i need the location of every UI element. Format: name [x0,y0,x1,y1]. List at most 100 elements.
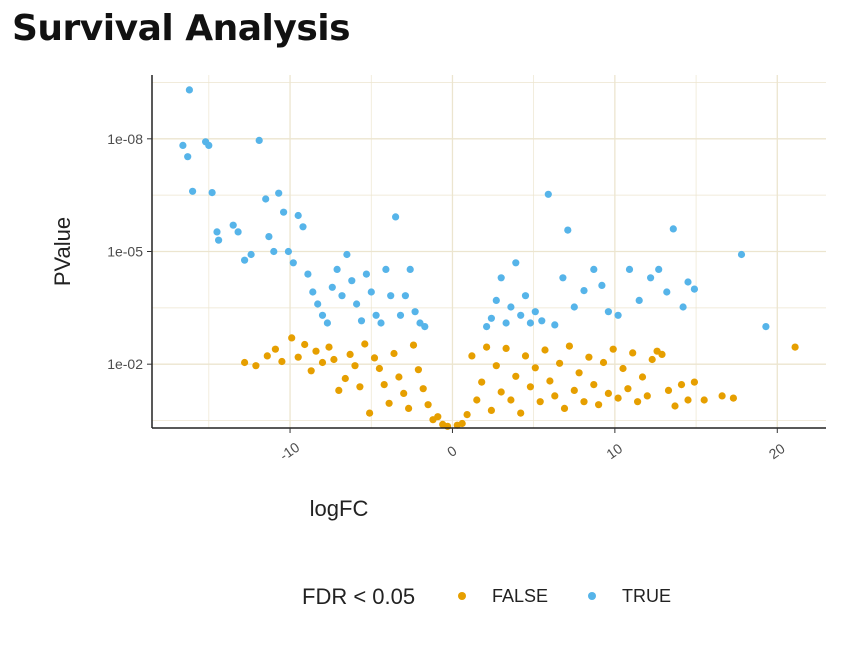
data-point [655,265,663,273]
data-point [367,288,375,296]
data-point [614,394,622,402]
data-point [580,287,588,295]
data-point [241,256,249,264]
data-point [353,300,361,308]
data-point [229,221,237,229]
data-point [372,311,380,319]
data-point [348,277,356,285]
data-point [643,392,651,400]
data-point [590,265,598,273]
data-point [531,364,539,372]
data-point [478,378,486,386]
data-point [487,406,495,414]
series-true [179,86,770,331]
data-point [252,362,260,370]
data-point [684,278,692,286]
data-point [400,389,408,397]
data-point [307,367,315,375]
data-point [677,381,686,389]
y-tick-label: 1e-02 [107,356,143,372]
data-point [271,345,279,353]
legend-label-false: FALSE [492,586,548,606]
data-point [551,392,559,400]
data-point [356,383,364,391]
data-point [521,352,530,360]
data-point [463,411,471,419]
data-point [595,401,603,409]
data-point [380,381,388,389]
data-point [318,358,327,367]
data-point [346,350,354,358]
data-point [531,308,539,316]
data-point [395,373,403,381]
data-point [255,136,263,144]
data-point [590,381,598,389]
y-axis-title: PValue [50,217,75,286]
data-points [179,86,799,430]
data-point [609,345,617,353]
data-point [690,285,699,293]
data-point [619,364,627,373]
data-point [635,296,643,304]
data-point [330,355,338,364]
data-point [647,274,655,282]
data-point [679,303,687,311]
data-point [526,383,535,391]
data-point [387,292,395,300]
legend-key-true [588,592,596,600]
data-point [335,386,343,394]
x-axis-title: logFC [310,496,369,521]
data-point [318,311,327,319]
data-point [517,409,525,417]
data-point [247,250,255,259]
data-point [492,362,500,370]
data-point [497,388,505,396]
data-point [624,385,632,393]
data-point [205,141,213,149]
data-point [526,319,535,327]
data-point [208,189,216,197]
data-point [762,323,770,331]
data-point [570,386,578,394]
data-point [507,396,515,404]
data-point [234,228,242,236]
data-point [370,354,379,362]
data-point [419,385,427,393]
data-point [409,341,418,349]
data-point [669,225,677,233]
x-tick-label: 0 [444,442,460,460]
data-point [434,413,442,421]
data-point [341,374,349,383]
data-point [275,189,283,197]
data-point [559,274,567,282]
data-point [483,323,491,331]
x-tick-label: 10 [603,440,625,462]
data-point [262,195,270,203]
data-point [385,399,393,407]
data-point [497,274,505,282]
plot-gridlines [152,75,826,428]
data-point [512,372,520,380]
data-point [671,402,679,410]
x-tick-label: 20 [766,440,788,462]
data-point [541,346,549,354]
data-point [351,362,359,370]
data-point [487,314,495,322]
data-point [560,404,569,412]
axis-ticks: -10 0 10 20 1e-08 1e-05 1e-02 [107,131,788,464]
data-point [791,343,799,351]
data-point [556,359,564,367]
data-point [375,364,383,373]
data-point [580,398,588,406]
data-point [263,352,271,360]
data-point [382,265,390,273]
data-point [392,213,400,221]
data-point [424,401,432,409]
data-point [406,265,414,273]
data-point [517,311,525,319]
data-point [278,357,286,366]
data-point [241,358,249,367]
x-tick-label: -10 [277,439,303,464]
data-point [458,419,466,428]
